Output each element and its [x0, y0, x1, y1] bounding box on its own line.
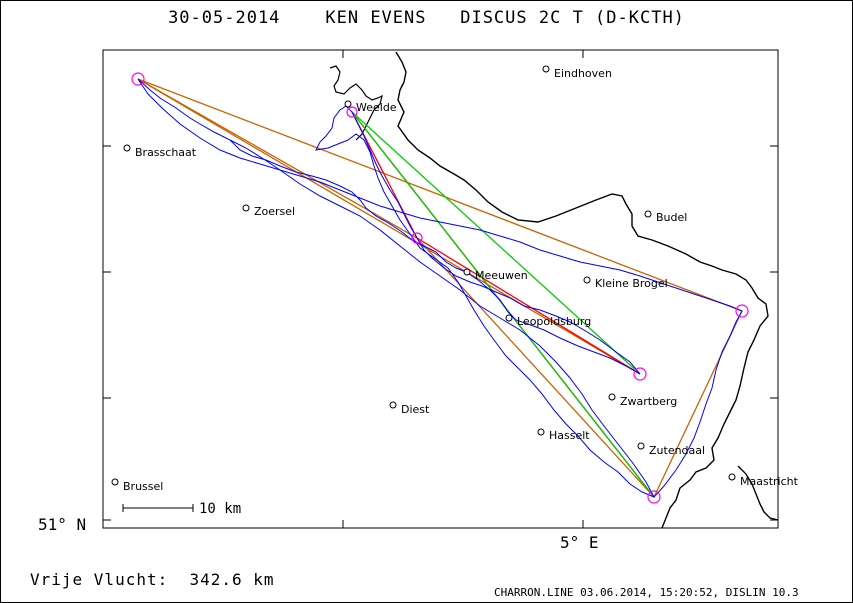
city-label: Brasschaat [135, 146, 197, 159]
country-border [395, 51, 769, 529]
distance-value: 342.6 km [189, 570, 275, 589]
city-label: Meeuwen [475, 269, 528, 282]
city-label: Maastricht [740, 475, 799, 488]
map-area-border [102, 49, 779, 529]
flight-track [137, 78, 743, 498]
city-label: Zutendaal [649, 444, 705, 457]
flight-date: 30-05-2014 [168, 8, 281, 28]
city-label: Zoersel [254, 205, 295, 218]
city-markers [111, 65, 736, 486]
distance-label: Vrije Vlucht: [30, 570, 169, 589]
city-label: Hasselt [549, 429, 590, 442]
city-label: Brussel [123, 480, 163, 493]
axis-ticks [103, 50, 778, 528]
city-label: Eindhoven [554, 67, 612, 80]
city-label: Weelde [356, 101, 397, 114]
river-border [737, 465, 779, 521]
turnpoint-east [735, 304, 749, 318]
flight-track-southern [229, 139, 655, 498]
turnpoint-south [647, 490, 661, 504]
turnpoint-start [131, 72, 145, 86]
city-label: Kleine Brogel [595, 277, 668, 290]
turnpoints [131, 72, 749, 504]
turnpoint-finish [633, 367, 647, 381]
distance-readout: Vrije Vlucht: 342.6 km [30, 570, 275, 589]
city-label: Budel [656, 211, 687, 224]
pilot-name: KEN EVENS [325, 8, 427, 28]
longitude-label: 5° E [560, 533, 599, 552]
credit-line: CHARRON.LINE 03.06.2014, 15:20:52, DISLI… [494, 586, 799, 599]
city-label: Diest [401, 403, 430, 416]
turnpoint-meeuwen-west [411, 232, 423, 244]
city-label: Leopoldsburg [517, 315, 591, 328]
latitude-label: 51° N [38, 515, 87, 534]
city-label: Zwartberg [620, 395, 677, 408]
turnpoint-weelde [346, 106, 358, 118]
flight-title: 30-05-2014 KEN EVENS DISCUS 2C T (D-KCTH… [0, 8, 853, 28]
glider-name: DISCUS 2C T (D-KCTH) [460, 8, 685, 28]
scale-bar-label: 10 km [199, 501, 241, 517]
enclave-border [329, 65, 383, 141]
scale-bar [122, 504, 194, 512]
city-labels: Eindhoven Weelde Brasschaat Zoersel Bude… [123, 67, 799, 493]
